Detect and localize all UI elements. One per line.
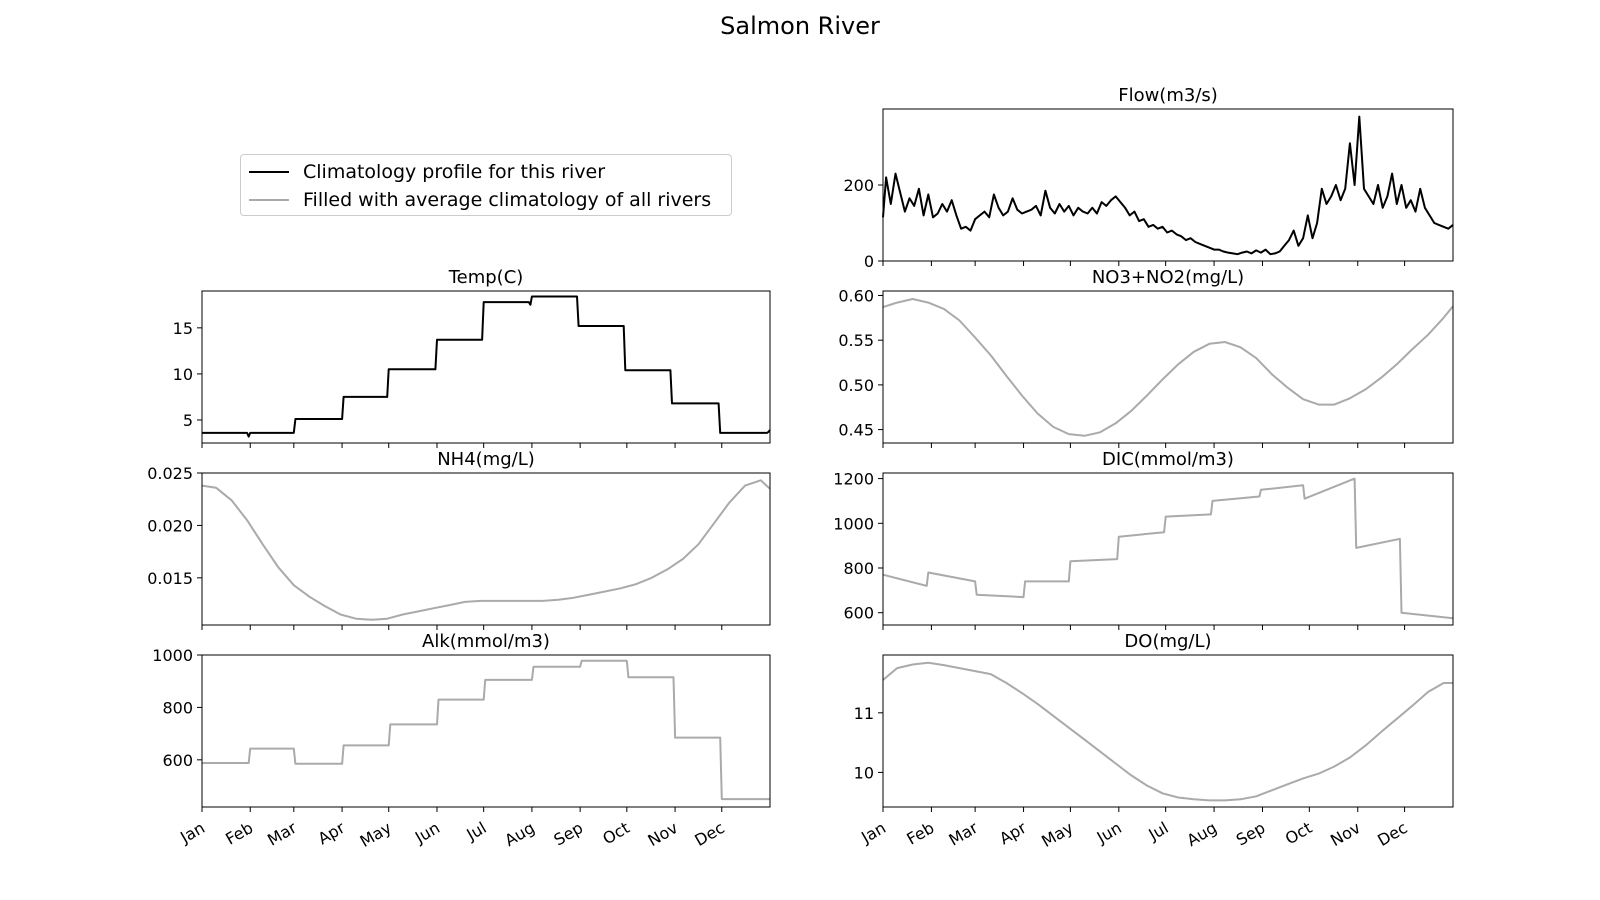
legend-swatch-gray [249,199,289,201]
series-line-temp [202,295,771,438]
chart-nh4: NH4(mg/L) 0.015 0.020 0.025 [147,449,771,630]
series-line-do [882,661,1453,802]
series-line-alk [202,659,770,801]
figure-title: Salmon River [720,12,880,40]
legend: Climatology profile for this river Fille… [240,154,732,216]
x-tick-label-do: Mar [945,818,981,850]
y-tick-label-no3: 0.50 [838,376,874,395]
y-tick-label-do: 11 [854,704,874,723]
x-tick-label-do: Nov [1327,818,1364,850]
y-tick-label-temp: 10 [173,365,193,384]
chart-title-temp: Temp(C) [448,267,524,288]
x-tick-label-do: Sep [1233,818,1269,850]
y-tick-label-flow: 200 [843,176,874,195]
y-tick-label-temp: 5 [183,411,193,430]
y-tick-label-dic: 600 [843,604,874,623]
x-tick-label-do: Jun [1093,818,1125,847]
x-tick-label-do: Feb [903,818,937,849]
axes-frame-temp [201,290,771,444]
axes-frame-nh4 [201,472,771,626]
x-tick-label-do: Apr [996,818,1030,849]
axes-frame-do [882,654,1454,808]
x-tick-label-do: May [1038,818,1076,851]
chart-dic: DIC(mmol/m3) 600 800 1000 1200 [833,449,1454,630]
x-tick-label-alk: Apr [315,818,349,849]
chart-do: DO(mg/L) 10 11 Jan Feb Mar Apr May Jun Jul Aug Sep O… [854,631,1454,851]
legend-entry-filled: Filled with average climatology of all r… [249,187,711,213]
x-tick-label-alk: May [357,818,395,851]
x-tick-label-do: Dec [1374,818,1410,850]
x-tick-label-alk: Feb [222,818,256,849]
axes-frame-alk [201,654,771,808]
y-tick-label-alk: 600 [162,751,193,770]
series-line-nh4 [201,479,771,621]
x-tick-label-do: Jul [1145,818,1172,845]
legend-entry-climatology: Climatology profile for this river [249,159,605,185]
x-tick-label-alk: Dec [691,818,727,850]
chart-alk: Alk(mmol/m3) 600 800 1000 Jan Feb Mar Apr May Jun… [152,631,771,851]
x-tick-label-alk: Jun [411,818,443,847]
chart-title-flow: Flow(m3/s) [1118,85,1218,106]
x-tick-label-do: Aug [1184,818,1221,850]
x-tick-label-alk: Jan [176,818,208,847]
y-tick-label-no3: 0.45 [838,421,874,440]
chart-title-dic: DIC(mmol/m3) [1102,449,1234,470]
y-tick-label-dic: 1000 [833,514,874,533]
legend-label: Filled with average climatology of all r… [303,189,712,211]
y-tick-label-do: 10 [854,763,874,782]
y-tick-label-alk: 800 [162,698,193,717]
series-line-dic [882,477,1454,620]
y-tick-label-dic: 1200 [833,470,874,489]
x-tick-label-alk: Nov [645,818,682,850]
x-tick-label-alk: Jul [463,818,490,845]
y-tick-label-alk: 1000 [152,646,193,665]
legend-label: Climatology profile for this river [303,161,606,183]
chart-title-nh4: NH4(mg/L) [437,449,535,470]
axes-frame-dic [882,472,1454,626]
y-tick-label-nh4: 0.020 [147,516,193,535]
chart-title-no3: NO3+NO2(mg/L) [1092,267,1244,288]
chart-temp: Temp(C) 5 10 15 [173,267,771,448]
chart-flow: Flow(m3/s) 0 200 [843,85,1454,271]
series-line-no3 [882,298,1454,437]
series-line-flow [882,115,1454,256]
x-tick-label-alk: Sep [551,818,587,850]
x-tick-label-alk: Mar [264,818,300,850]
y-tick-label-nh4: 0.025 [147,464,193,483]
x-tick-label-do: Jan [857,818,889,847]
chart-title-do: DO(mg/L) [1124,631,1211,652]
y-tick-label-dic: 800 [843,559,874,578]
x-tick-label-alk: Oct [599,818,632,848]
chart-no3: NO3+NO2(mg/L) 0.45 0.50 0.55 0.60 [838,267,1454,448]
legend-swatch-black [249,171,289,173]
y-tick-label-nh4: 0.015 [147,569,193,588]
chart-title-alk: Alk(mmol/m3) [422,631,550,652]
axes-frame-no3 [882,290,1454,444]
axes-frame-flow [882,108,1454,262]
y-tick-label-no3: 0.55 [838,331,874,350]
y-tick-label-no3: 0.60 [838,286,874,305]
y-tick-label-temp: 15 [173,319,193,338]
x-tick-label-alk: Aug [501,818,538,850]
y-tick-label-flow: 0 [864,252,874,271]
x-tick-label-do: Oct [1282,818,1315,848]
